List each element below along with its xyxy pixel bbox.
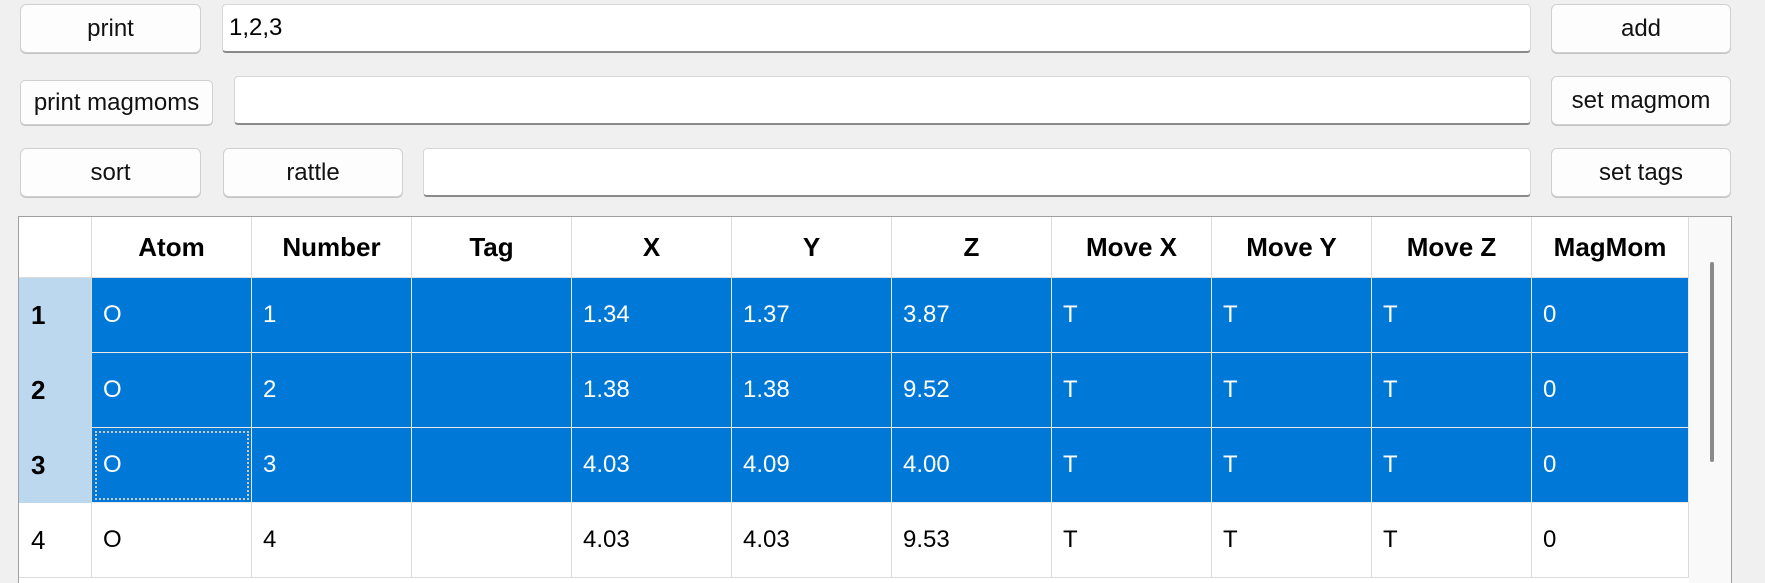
cell-z[interactable]: 9.53: [892, 503, 1052, 578]
cell-tag[interactable]: [412, 503, 572, 578]
cell-magmom[interactable]: 0: [1532, 278, 1689, 353]
cell-move-z[interactable]: T: [1372, 428, 1532, 503]
row-header[interactable]: 4: [19, 503, 92, 578]
cell-number[interactable]: 2: [252, 353, 412, 428]
add-button[interactable]: add: [1551, 4, 1731, 53]
set-tags-button[interactable]: set tags: [1551, 148, 1731, 197]
cell-y[interactable]: 1.38: [732, 353, 892, 428]
row-header[interactable]: 3: [19, 428, 92, 503]
cell-move-y[interactable]: T: [1212, 278, 1372, 353]
cell-move-y[interactable]: T: [1212, 353, 1372, 428]
column-header-move-x[interactable]: Move X: [1052, 217, 1212, 278]
cell-tag[interactable]: [412, 428, 572, 503]
sort-button[interactable]: sort: [20, 148, 201, 197]
rattle-button[interactable]: rattle: [223, 148, 403, 197]
cell-x[interactable]: 4.03: [572, 428, 732, 503]
row-header[interactable]: 1: [19, 278, 92, 353]
cell-number[interactable]: 3: [252, 428, 412, 503]
print-magmoms-button[interactable]: print magmoms: [20, 80, 213, 125]
cell-number[interactable]: 4: [252, 503, 412, 578]
set-magmom-button[interactable]: set magmom: [1551, 76, 1731, 125]
cell-x[interactable]: 1.34: [572, 278, 732, 353]
corner-header[interactable]: [19, 217, 92, 278]
cell-move-z[interactable]: T: [1372, 503, 1532, 578]
cell-y[interactable]: 4.09: [732, 428, 892, 503]
cell-move-z[interactable]: T: [1372, 353, 1532, 428]
cell-move-x[interactable]: T: [1052, 428, 1212, 503]
column-header-y[interactable]: Y: [732, 217, 892, 278]
column-header-tag[interactable]: Tag: [412, 217, 572, 278]
cell-tag[interactable]: [412, 278, 572, 353]
table-row[interactable]: 4 O 4 4.03 4.03 9.53 T T T 0: [19, 503, 1689, 578]
table-header-row: Atom Number Tag X Y Z Move X Move Y Move…: [19, 217, 1689, 278]
cell-y[interactable]: 1.37: [732, 278, 892, 353]
cell-z[interactable]: 9.52: [892, 353, 1052, 428]
atom-indices-input[interactable]: [222, 4, 1531, 53]
cell-atom[interactable]: O: [92, 503, 252, 578]
cell-move-y[interactable]: T: [1212, 503, 1372, 578]
cell-move-x[interactable]: T: [1052, 278, 1212, 353]
cell-atom[interactable]: O: [92, 278, 252, 353]
table-row[interactable]: 1 O 1 1.34 1.37 3.87 T T T 0: [19, 278, 1689, 353]
cell-z[interactable]: 4.00: [892, 428, 1052, 503]
cell-move-x[interactable]: T: [1052, 503, 1212, 578]
column-header-move-z[interactable]: Move Z: [1372, 217, 1532, 278]
column-header-atom[interactable]: Atom: [92, 217, 252, 278]
table-row[interactable]: 2 O 2 1.38 1.38 9.52 T T T 0: [19, 353, 1689, 428]
cell-atom-focused[interactable]: O: [92, 428, 252, 503]
column-header-magmom[interactable]: MagMom: [1532, 217, 1689, 278]
cell-magmom[interactable]: 0: [1532, 428, 1689, 503]
cell-move-z[interactable]: T: [1372, 278, 1532, 353]
cell-z[interactable]: 3.87: [892, 278, 1052, 353]
cell-move-x[interactable]: T: [1052, 353, 1212, 428]
cell-magmom[interactable]: 0: [1532, 503, 1689, 578]
cell-tag[interactable]: [412, 353, 572, 428]
tags-input[interactable]: [423, 148, 1531, 197]
column-header-move-y[interactable]: Move Y: [1212, 217, 1372, 278]
cell-x[interactable]: 1.38: [572, 353, 732, 428]
table-row[interactable]: 3 O 3 4.03 4.09 4.00 T T T 0: [19, 428, 1689, 503]
cell-y[interactable]: 4.03: [732, 503, 892, 578]
cell-move-y[interactable]: T: [1212, 428, 1372, 503]
scrollbar-thumb[interactable]: [1710, 262, 1714, 462]
row-header[interactable]: 2: [19, 353, 92, 428]
print-button[interactable]: print: [20, 4, 201, 53]
cell-magmom[interactable]: 0: [1532, 353, 1689, 428]
cell-x[interactable]: 4.03: [572, 503, 732, 578]
cell-atom[interactable]: O: [92, 353, 252, 428]
column-header-number[interactable]: Number: [252, 217, 412, 278]
column-header-z[interactable]: Z: [892, 217, 1052, 278]
magmom-input[interactable]: [234, 76, 1531, 125]
column-header-x[interactable]: X: [572, 217, 732, 278]
vertical-scrollbar[interactable]: [1689, 217, 1731, 583]
atoms-table[interactable]: Atom Number Tag X Y Z Move X Move Y Move…: [18, 216, 1732, 583]
cell-number[interactable]: 1: [252, 278, 412, 353]
